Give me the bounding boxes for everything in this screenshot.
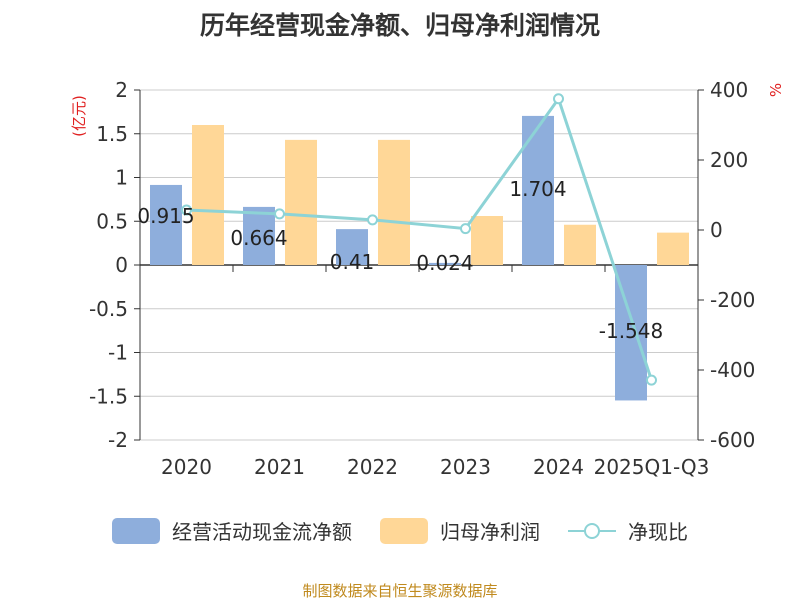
y-left-unit: (亿元) xyxy=(70,95,88,137)
data-label-cashflow: 0.915 xyxy=(137,204,194,228)
bar-cashflow xyxy=(243,206,275,265)
y-right-tick-label: 400 xyxy=(710,78,748,102)
x-tick-label: 2023 xyxy=(440,455,491,479)
chart-title: 历年经营现金净额、归母净利润情况 xyxy=(199,11,600,40)
point-ratio xyxy=(274,208,285,220)
y-left-tick-label: -2 xyxy=(108,428,128,452)
y-right-unit: % xyxy=(767,83,785,97)
bar-net-profit xyxy=(471,216,503,265)
bar-cashflow xyxy=(429,262,461,265)
bar-net-profit xyxy=(192,125,224,265)
legend-label-ratio: 净现比 xyxy=(628,520,688,544)
bar-net-profit xyxy=(564,224,596,265)
legend-item-net-profit[interactable]: 归母净利润 xyxy=(380,516,540,545)
x-tick-label: 2024 xyxy=(533,455,584,479)
y-left-tick-label: 1.5 xyxy=(96,122,128,146)
data-label-cashflow: -1.548 xyxy=(599,319,663,343)
legend: 经营活动现金流净额 归母净利润 净现比 xyxy=(0,516,800,545)
y-right-tick-label: 0 xyxy=(710,218,723,242)
y-left-tick-label: 1 xyxy=(115,166,128,190)
x-tick-label: 2022 xyxy=(347,455,398,479)
data-label-cashflow: 1.704 xyxy=(509,177,566,201)
legend-label-cashflow: 经营活动现金流净额 xyxy=(172,520,352,544)
y-left-tick-label: 0.5 xyxy=(96,209,128,233)
legend-swatch-ratio xyxy=(568,518,616,544)
bar-net-profit xyxy=(285,139,317,265)
legend-swatch-cashflow xyxy=(112,517,160,544)
legend-item-cashflow[interactable]: 经营活动现金流净额 xyxy=(112,516,352,545)
y-right-tick-label: -200 xyxy=(710,288,755,312)
legend-item-ratio[interactable]: 净现比 xyxy=(568,516,688,545)
y-left-tick-label: 0 xyxy=(115,253,128,277)
y-left-tick-label: -1.5 xyxy=(89,384,128,408)
x-tick-label: 2020 xyxy=(161,455,212,479)
legend-label-net-profit: 归母净利润 xyxy=(440,520,540,544)
source-footer: 制图数据来自恒生聚源数据库 xyxy=(302,582,498,600)
y-left-tick-label: 2 xyxy=(115,78,128,102)
y-left-tick-label: -0.5 xyxy=(89,297,128,321)
point-ratio xyxy=(553,93,564,105)
x-tick-label: 2025Q1-Q3 xyxy=(594,455,710,479)
x-tick-label: 2021 xyxy=(254,455,305,479)
y-right-tick-label: 200 xyxy=(710,148,748,172)
point-ratio xyxy=(181,204,192,216)
y-right-tick-label: -600 xyxy=(710,428,755,452)
bar-net-profit xyxy=(378,139,410,265)
line-ratio xyxy=(186,95,653,381)
data-label-cashflow: 0.664 xyxy=(230,226,287,250)
data-label-cashflow: 0.41 xyxy=(330,250,375,274)
y-right-tick-label: -400 xyxy=(710,358,755,382)
bar-cashflow xyxy=(336,229,368,265)
bar-cashflow xyxy=(150,184,182,265)
point-ratio xyxy=(646,374,657,386)
data-label-cashflow: 0.024 xyxy=(416,251,473,275)
legend-swatch-net-profit xyxy=(380,517,428,544)
point-ratio xyxy=(367,214,378,226)
y-left-tick-label: -1 xyxy=(108,341,128,365)
bar-net-profit xyxy=(657,232,689,265)
point-ratio xyxy=(460,223,471,235)
